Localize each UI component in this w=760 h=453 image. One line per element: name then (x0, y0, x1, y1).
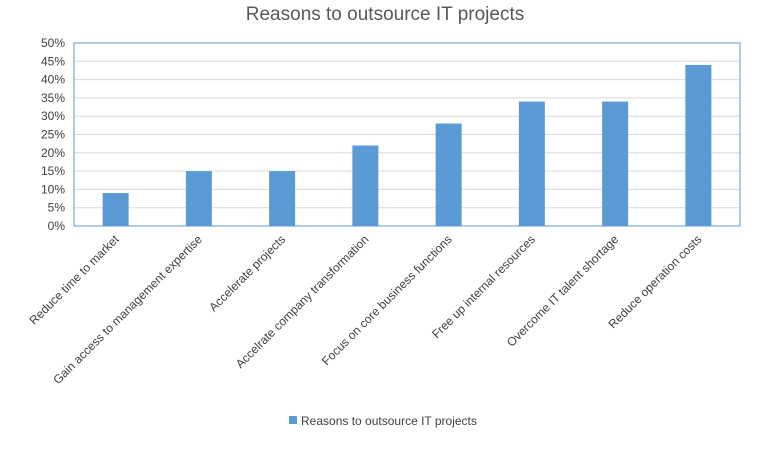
bar (602, 101, 629, 226)
x-tick-label: Reduce time to market (26, 232, 122, 328)
x-tick-label: Focus on core business functions (319, 232, 455, 368)
y-tick-label: 0% (48, 219, 66, 233)
bar (352, 145, 379, 226)
bar (435, 123, 462, 226)
y-tick-label: 20% (41, 146, 65, 160)
x-tick-label: Accelerate projects (206, 232, 288, 314)
bar (269, 171, 296, 226)
chart-title: Reasons to outsource IT projects (246, 4, 524, 25)
bar (518, 101, 545, 226)
y-tick-label: 5% (48, 201, 66, 215)
y-tick-label: 10% (41, 182, 65, 196)
y-tick-label: 25% (41, 128, 65, 142)
y-tick-label: 15% (41, 164, 65, 178)
bars (102, 64, 712, 227)
y-tick-label: 40% (41, 73, 65, 87)
gridlines (74, 42, 740, 227)
x-tick-label: Reduce operation costs (605, 232, 704, 331)
bar (685, 64, 712, 227)
y-tick-label: 45% (41, 54, 65, 68)
y-axis-ticks: 0% 5% 10% 15% 20% 25% 30% 35% 40% 45% 50% (41, 36, 65, 233)
legend-label: Reasons to outsource IT projects (301, 414, 477, 428)
legend-swatch (289, 416, 297, 424)
plot-frame (73, 42, 741, 227)
bar (185, 171, 212, 226)
x-tick-label: Gain access to management expertise (50, 232, 205, 387)
x-tick-label: Accelrate company transformation (233, 232, 372, 371)
y-tick-label: 30% (41, 109, 65, 123)
y-tick-label: 35% (41, 91, 65, 105)
legend: Reasons to outsource IT projects (289, 414, 477, 428)
y-tick-label: 50% (41, 36, 65, 50)
bar (102, 193, 129, 226)
